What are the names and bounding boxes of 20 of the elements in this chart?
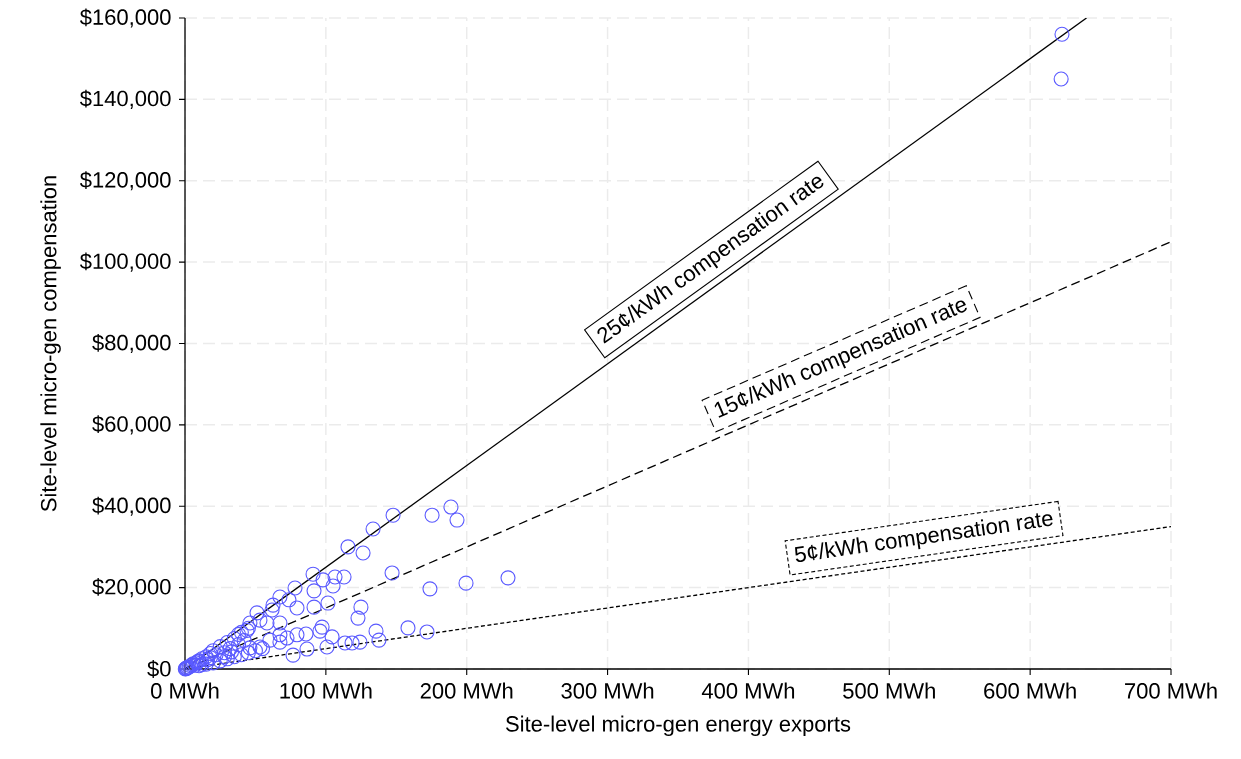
y-axis-title: Site-level micro-gen compensation: [40, 176, 61, 512]
y-tick-label: $80,000: [92, 333, 171, 354]
y-tick-label: $100,000: [79, 252, 171, 272]
y-tick-label: $140,000: [79, 89, 171, 109]
x-tick-label: 100 MWh: [280, 682, 372, 699]
x-tick-label: 300 MWh: [561, 682, 654, 699]
y-tick-label: $120,000: [79, 171, 171, 191]
x-tick-label: 0 MWh: [151, 682, 219, 699]
y-tick-label: $60,000: [92, 415, 171, 435]
annotation: 5¢/kWh compensation rate: [795, 513, 1053, 562]
x-tick-label: 200 MWh: [420, 682, 513, 699]
x-axis-title: Site-level micro-gen energy exports: [505, 715, 851, 737]
x-tick-label: 400 MWh: [701, 682, 795, 699]
y-tick-label: $160,000: [79, 8, 171, 28]
x-tick-label: 500 MWh: [843, 682, 935, 699]
y-tick-label: $40,000: [92, 496, 171, 516]
x-tick-label: 600 MWh: [984, 682, 1076, 699]
y-tick-label: $0: [147, 660, 171, 678]
y-tick-label: $20,000: [92, 578, 171, 598]
x-tick-label: 700 MWh: [1125, 682, 1217, 699]
